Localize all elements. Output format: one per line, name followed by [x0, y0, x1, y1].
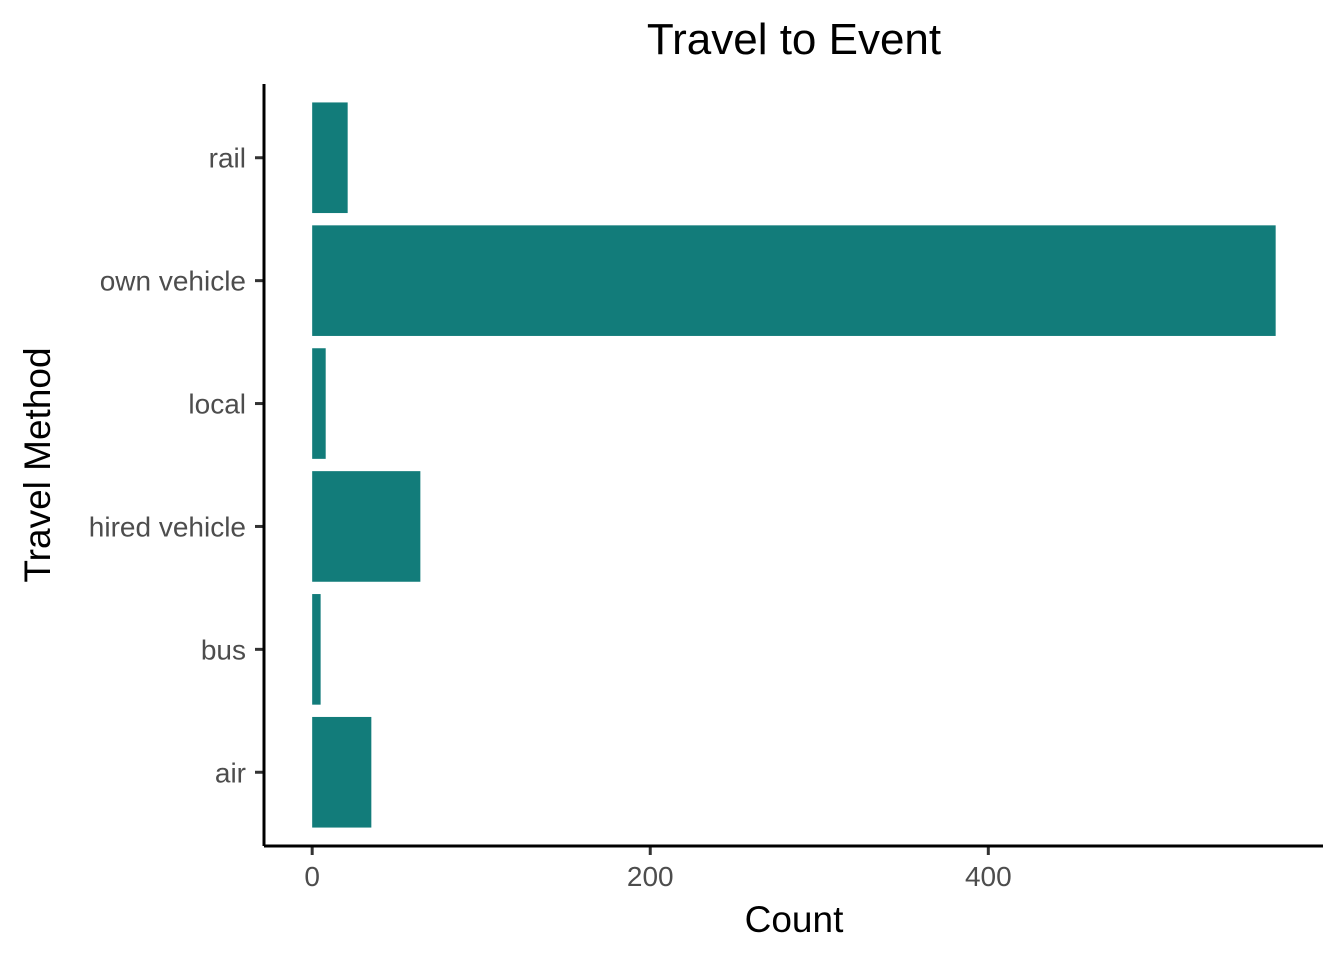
chart-title: Travel to Event — [647, 15, 941, 64]
bars-group — [312, 102, 1276, 828]
bar-rail — [312, 102, 348, 214]
bar-own-vehicle — [312, 225, 1276, 336]
y-tick-label-rail: rail — [209, 143, 246, 174]
y-tick-label-hired-vehicle: hired vehicle — [89, 511, 246, 542]
y-tick-label-local: local — [188, 389, 246, 420]
bar-air — [312, 716, 372, 828]
y-tick-label-bus: bus — [201, 634, 246, 665]
bar-local — [312, 348, 326, 459]
y-tick-label-air: air — [215, 757, 246, 788]
x-tick-label-0: 0 — [304, 861, 320, 892]
y-tick-label-own-vehicle: own vehicle — [100, 266, 246, 297]
x-axis-ticks: 0 200 400 — [304, 846, 1012, 892]
y-axis-ticks: air bus hired vehicle local own vehicle rail — [89, 143, 264, 788]
x-tick-label-200: 200 — [627, 861, 674, 892]
y-axis-title: Travel Method — [17, 347, 58, 582]
bar-bus — [312, 594, 321, 705]
bar-hired-vehicle — [312, 471, 421, 582]
x-axis-title: Count — [745, 899, 844, 940]
x-tick-label-400: 400 — [965, 861, 1012, 892]
